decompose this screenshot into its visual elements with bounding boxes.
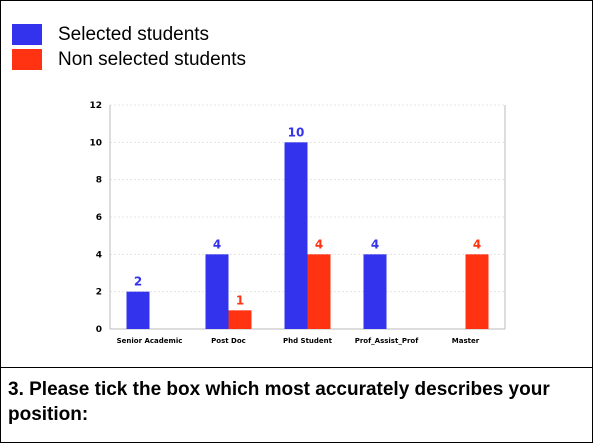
x-tick-label: Senior Academic bbox=[117, 337, 183, 345]
legend-swatch-selected bbox=[12, 24, 42, 45]
legend-label-non-selected: Non selected students bbox=[58, 49, 247, 70]
y-tick-label: 0 bbox=[96, 325, 102, 335]
data-label: 4 bbox=[213, 237, 221, 251]
legend-swatch-non-selected bbox=[12, 49, 42, 70]
chart-legend: Selected students Non selected students bbox=[12, 22, 246, 72]
x-tick-label: Phd Student bbox=[283, 337, 333, 345]
data-label: 10 bbox=[288, 125, 305, 139]
data-label: 2 bbox=[134, 275, 142, 289]
y-tick-label: 6 bbox=[96, 213, 102, 223]
data-label: 1 bbox=[236, 293, 244, 307]
bar bbox=[307, 254, 331, 329]
data-label: 4 bbox=[371, 237, 379, 251]
x-tick-label: Master bbox=[452, 337, 480, 345]
bar bbox=[228, 310, 252, 329]
x-tick-label: Post Doc bbox=[211, 337, 246, 345]
question-text: 3. Please tick the box which most accura… bbox=[8, 379, 550, 425]
bar bbox=[363, 254, 387, 329]
section-divider bbox=[0, 367, 593, 368]
bar bbox=[284, 142, 308, 329]
legend-label-selected: Selected students bbox=[58, 24, 210, 45]
data-label: 4 bbox=[473, 237, 481, 251]
y-tick-label: 12 bbox=[89, 101, 102, 111]
chart-svg: 0 2 4 6 8 10 12 Senior Academic 2 Post Doc 4 1 Phd S… bbox=[89, 101, 506, 345]
y-tick-label: 10 bbox=[89, 138, 102, 148]
legend-item-selected: Selected students bbox=[12, 22, 246, 47]
data-label: 4 bbox=[315, 237, 323, 251]
y-tick-label: 8 bbox=[96, 176, 102, 186]
bar bbox=[465, 254, 489, 329]
y-tick-label: 4 bbox=[96, 250, 102, 260]
bar bbox=[126, 291, 150, 329]
y-tick-label: 2 bbox=[96, 288, 102, 298]
bar-chart: 0 2 4 6 8 10 12 Senior Academic 2 Post Doc 4 1 Phd S… bbox=[89, 101, 506, 345]
bar bbox=[205, 254, 229, 329]
legend-item-non-selected: Non selected students bbox=[12, 47, 246, 72]
x-tick-label: Prof_Assist_Prof bbox=[355, 337, 419, 345]
